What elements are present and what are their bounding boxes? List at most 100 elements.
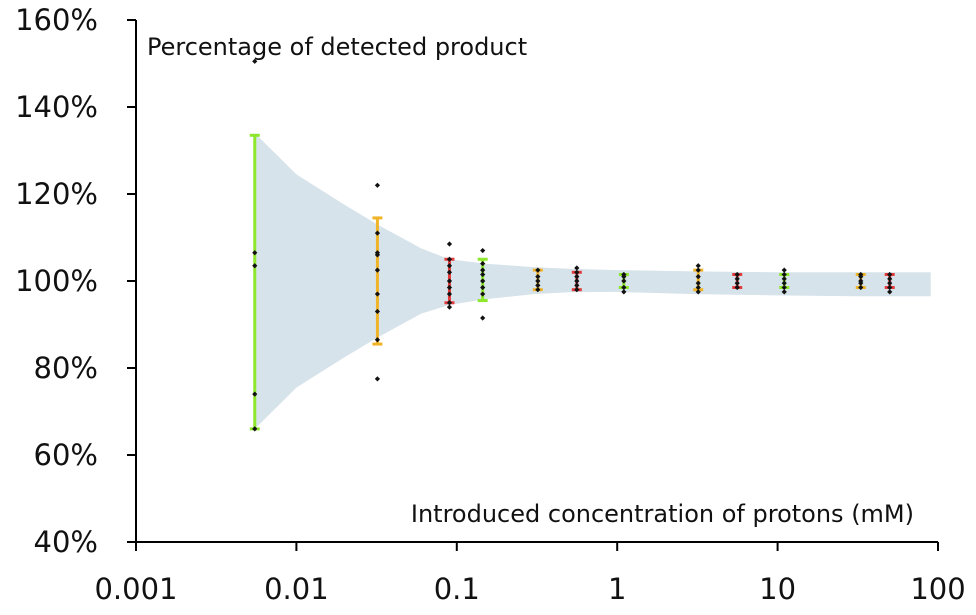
data-point [446, 241, 453, 247]
series-group [779, 267, 790, 295]
data-point [781, 289, 787, 295]
data-point [695, 289, 701, 295]
data-point [480, 267, 486, 273]
data-point [887, 276, 893, 282]
data-point [887, 280, 893, 286]
data-point [535, 287, 541, 293]
data-point [480, 271, 486, 278]
data-point [446, 263, 453, 269]
series-group [618, 271, 629, 295]
data-point [446, 269, 453, 275]
data-point [781, 267, 787, 273]
data-point [695, 274, 701, 280]
data-point [252, 58, 258, 64]
data-point [446, 304, 453, 310]
y-tick-label: 80% [34, 351, 98, 385]
data-point [887, 289, 893, 295]
data-point [374, 376, 381, 382]
data-point [374, 230, 381, 236]
data-series [249, 58, 895, 432]
x-tick-label: 100 [910, 572, 965, 606]
data-point [535, 274, 541, 280]
data-point [858, 271, 864, 278]
data-point [734, 280, 740, 286]
x-tick-label: 10 [759, 572, 796, 606]
series-group [732, 271, 743, 291]
data-point [480, 284, 486, 291]
data-point [480, 278, 486, 284]
data-point [374, 337, 381, 343]
x-axis-title: Introduced concentration of protons (mM) [411, 500, 914, 528]
y-tick-label: 100% [15, 264, 98, 298]
data-point [374, 291, 381, 297]
data-point [480, 291, 486, 297]
series-group [693, 263, 704, 295]
series-group [855, 271, 866, 291]
data-point [781, 271, 787, 278]
data-point [535, 282, 541, 288]
data-point [535, 278, 541, 284]
data-point [858, 284, 864, 291]
data-point [446, 291, 453, 297]
data-point [887, 271, 893, 278]
y-tick-label: 40% [34, 525, 98, 559]
data-point [695, 267, 701, 273]
series-group [884, 271, 895, 295]
data-point [574, 287, 580, 293]
data-point [621, 278, 627, 284]
data-point [858, 278, 864, 284]
data-point [252, 263, 258, 269]
data-point [446, 284, 453, 291]
data-point [252, 250, 258, 256]
data-point [574, 265, 580, 271]
data-point [695, 280, 701, 286]
y-tick-label: 120% [15, 177, 98, 211]
data-point [535, 267, 541, 273]
data-point [574, 282, 580, 288]
data-point [621, 289, 627, 295]
data-point [781, 284, 787, 291]
series-group [532, 267, 543, 293]
data-point [446, 300, 453, 306]
data-point [734, 276, 740, 282]
data-point [574, 278, 580, 284]
series-group [444, 241, 455, 310]
series-group [372, 182, 383, 382]
confidence-band [254, 133, 931, 429]
data-point [374, 267, 381, 273]
x-tick-label: 0.1 [434, 572, 480, 606]
data-point [695, 284, 701, 291]
band-area [254, 133, 931, 429]
y-tick-label: 140% [15, 90, 98, 124]
data-point [734, 271, 740, 278]
axes: 40% 60% 80% 100% 120% 140% 160% 0.001 0.01 0.1 1 10… [15, 3, 966, 606]
data-point [734, 284, 740, 291]
data-point [374, 182, 381, 188]
series-group [249, 58, 260, 432]
data-point [252, 391, 258, 397]
data-point [887, 284, 893, 291]
x-tick-label: 0.001 [94, 572, 177, 606]
x-tick-label: 1 [608, 572, 626, 606]
series-group [477, 247, 488, 321]
data-point [480, 315, 486, 321]
data-point [446, 278, 453, 284]
y-tick-label: 60% [34, 438, 98, 472]
data-point [574, 269, 580, 275]
data-point [695, 263, 701, 269]
series-group [571, 265, 582, 293]
x-tick-label: 0.01 [264, 572, 329, 606]
data-point [480, 261, 486, 267]
labels: Percentage of detected product Introduce… [147, 33, 914, 528]
data-point [621, 271, 627, 278]
data-point [621, 284, 627, 291]
y-axis-title: Percentage of detected product [147, 33, 527, 61]
data-point [781, 276, 787, 282]
data-point [480, 247, 486, 254]
data-point [781, 280, 787, 286]
data-point [374, 308, 381, 315]
data-point [252, 426, 258, 432]
y-tick-label: 160% [15, 3, 98, 37]
data-point [374, 250, 381, 256]
